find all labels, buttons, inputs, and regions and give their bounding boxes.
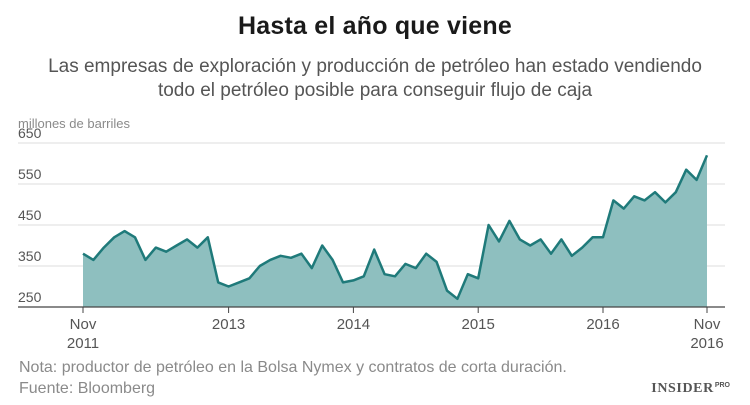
y-tick-label: 250 [18, 289, 42, 305]
x-tick-label: 2016 [586, 316, 619, 333]
y-tick-label: 650 [18, 125, 42, 141]
footnote: Nota: productor de petróleo en la Bolsa … [19, 359, 567, 376]
x-tick-label: 2013 [212, 316, 245, 333]
insider-pro-logo: INSIDER PRO [651, 381, 730, 397]
source-note: Fuente: Bloomberg [19, 380, 156, 397]
y-tick-label: 350 [18, 248, 42, 264]
y-axis-label: millones de barriles [18, 116, 130, 131]
y-tick-label: 550 [18, 166, 42, 182]
x-tick-label: 2016 [690, 335, 723, 352]
x-tick-label: 2015 [462, 316, 495, 333]
y-tick-label: 450 [18, 207, 42, 223]
brand-suffix: PRO [714, 382, 730, 389]
chart-footer: Nota: productor de petróleo en la Bolsa … [19, 357, 567, 399]
x-tick-label: Nov [694, 316, 721, 333]
chart-title: Hasta el año que viene [238, 12, 512, 40]
x-tick-label: 2014 [337, 316, 370, 333]
series-line [82, 154, 709, 301]
x-tick-label: 2011 [67, 335, 99, 352]
series-area [83, 155, 707, 307]
brand-name: INSIDER [651, 381, 714, 396]
x-tick-label: Nov [70, 316, 97, 333]
chart-subtitle: Las empresas de exploración y producción… [48, 56, 702, 101]
